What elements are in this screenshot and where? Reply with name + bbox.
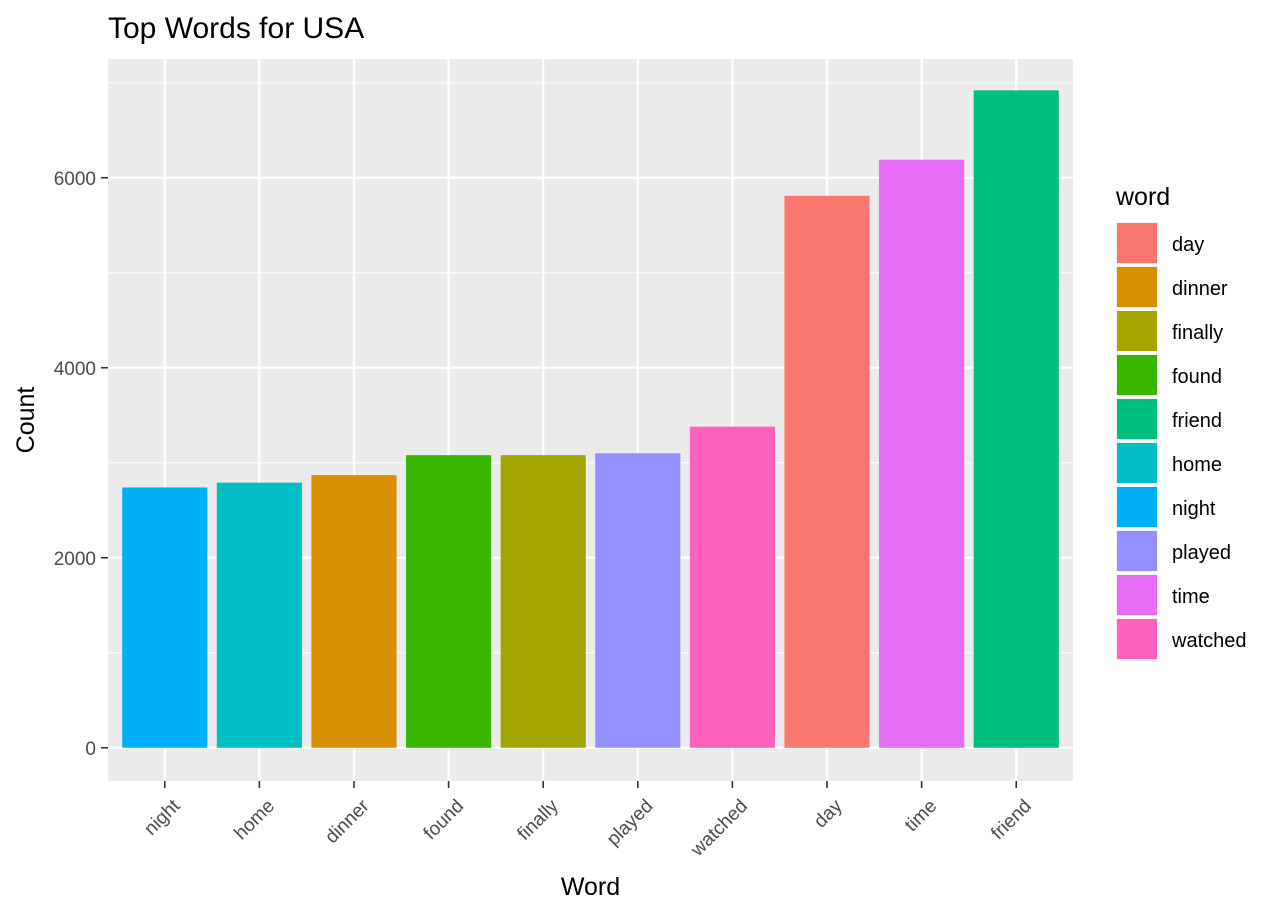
bars — [122, 90, 1059, 748]
x-axis-title: Word — [561, 873, 620, 901]
bar-friend — [973, 90, 1059, 748]
chart-title: Top Words for USA — [108, 12, 364, 45]
legend-label-dinner: dinner — [1172, 278, 1228, 300]
legend-label-found: found — [1172, 366, 1222, 388]
bar-played — [595, 453, 681, 748]
legend-swatch-finally — [1117, 311, 1157, 351]
legend-swatch-watched — [1117, 619, 1157, 659]
legend-swatch-friend — [1117, 399, 1157, 439]
bar-found — [406, 455, 492, 748]
legend-label-night: night — [1172, 498, 1216, 520]
bar-day — [784, 195, 870, 748]
legend-label-watched: watched — [1171, 630, 1247, 652]
legend-label-friend: friend — [1172, 410, 1222, 432]
legend-swatch-home — [1117, 443, 1157, 483]
bar-finally — [500, 455, 586, 748]
legend-label-home: home — [1172, 454, 1222, 476]
legend-label-played: played — [1172, 542, 1231, 564]
legend-swatch-night — [1117, 487, 1157, 527]
legend-label-day: day — [1172, 234, 1204, 256]
bar-home — [216, 482, 302, 748]
legend-label-finally: finally — [1172, 322, 1223, 344]
legend-swatch-dinner — [1117, 267, 1157, 307]
bar-night — [122, 487, 208, 748]
y-axis: 0 2000 4000 6000 — [54, 169, 108, 760]
legend-title: word — [1115, 183, 1170, 211]
legend-swatch-played — [1117, 531, 1157, 571]
y-tick-label: 4000 — [54, 359, 96, 380]
y-tick-label: 6000 — [54, 169, 96, 190]
y-tick-label: 0 — [85, 739, 96, 760]
y-tick-label: 2000 — [54, 549, 96, 570]
bar-dinner — [311, 475, 397, 748]
legend-items: day dinner finally found friend home night play… — [1116, 222, 1247, 660]
legend-swatch-time — [1117, 575, 1157, 615]
bar-time — [879, 159, 965, 748]
legend-swatch-found — [1117, 355, 1157, 395]
legend-label-time: time — [1172, 586, 1210, 608]
legend: word day dinner finally found friend home nigh… — [1115, 183, 1247, 660]
legend-swatch-day — [1117, 223, 1157, 263]
bar-watched — [689, 426, 775, 748]
y-axis-title: Count — [12, 387, 40, 454]
